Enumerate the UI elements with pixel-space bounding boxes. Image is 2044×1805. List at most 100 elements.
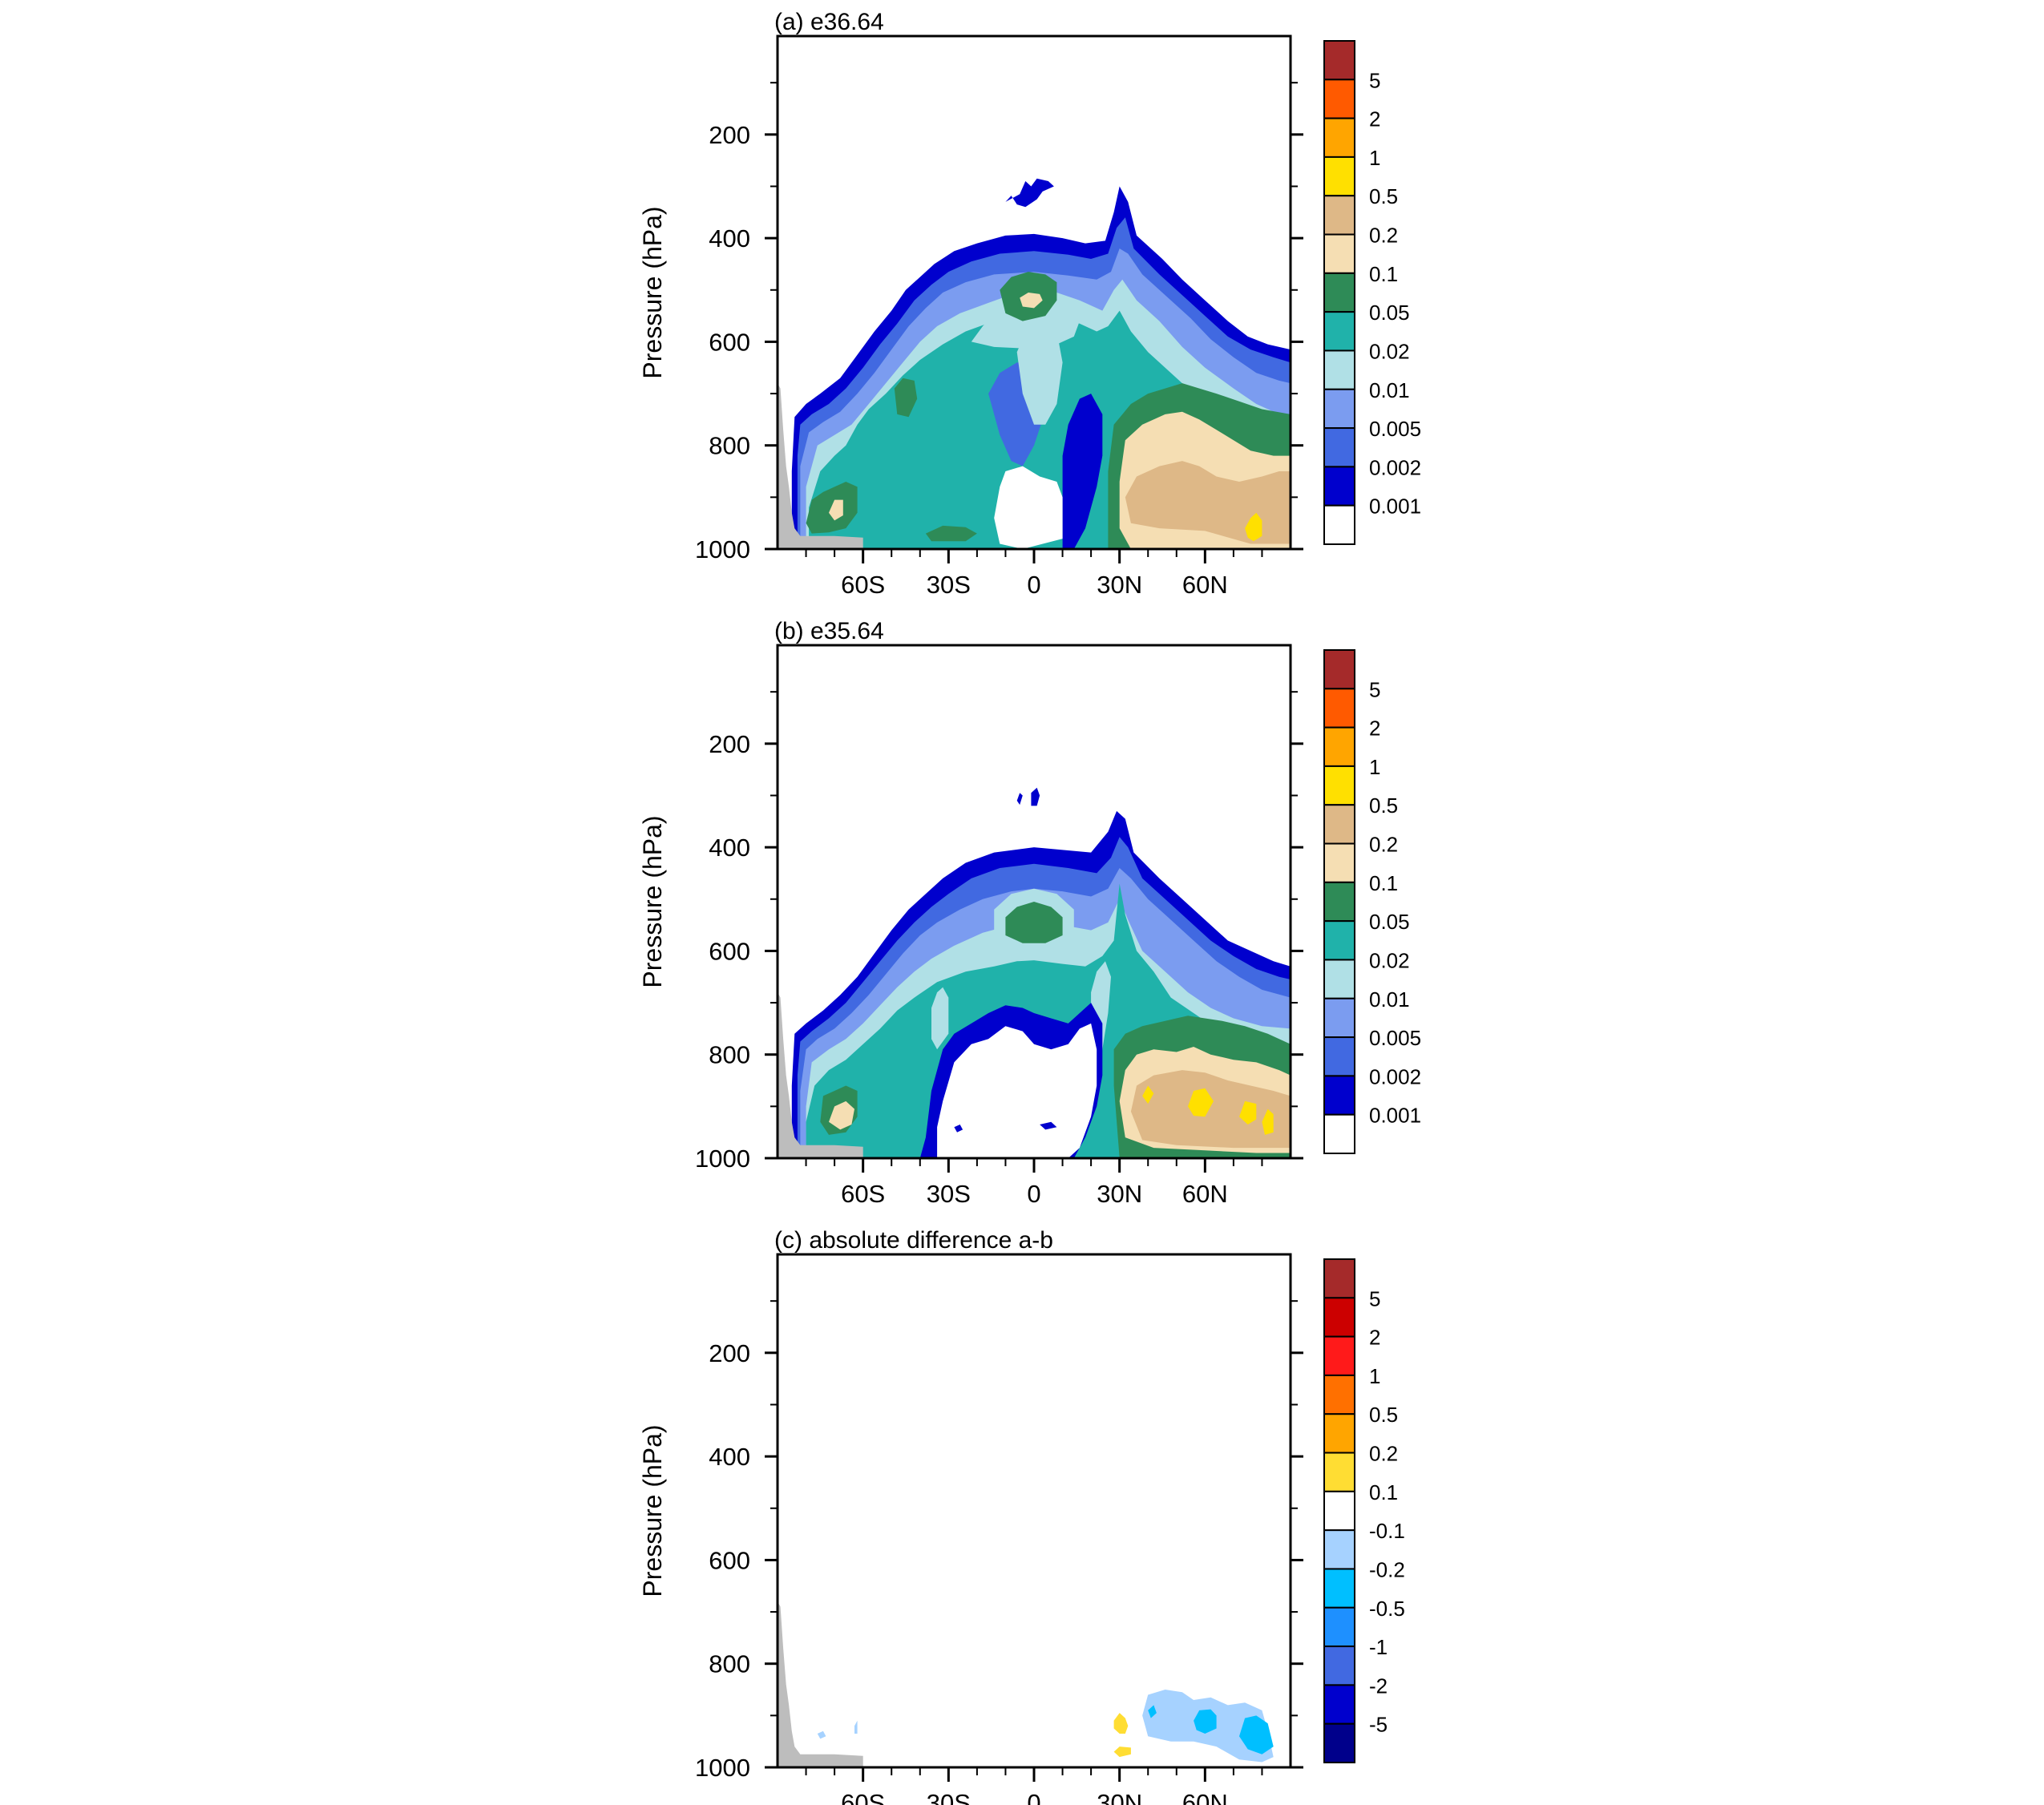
- colorbar-label: 2: [1369, 717, 1380, 741]
- colorbar-box: [1323, 272, 1355, 313]
- colorbar-box: [1323, 1529, 1355, 1570]
- colorbar-label: 0.001: [1369, 495, 1421, 519]
- plot-frame: [776, 1253, 1292, 1769]
- colorbar-box: [1323, 40, 1355, 81]
- colorbar-label: -5: [1369, 1713, 1388, 1737]
- y-axis-label: Pressure (hPa): [638, 1424, 667, 1597]
- colorbar-box: [1323, 765, 1355, 806]
- contour-region: [1245, 512, 1262, 542]
- colorbar-label: -0.5: [1369, 1597, 1405, 1621]
- topography-mask: [778, 992, 863, 1158]
- panel-title: (a) e36.64: [774, 9, 884, 35]
- x-tick-label: 60S: [841, 1789, 885, 1805]
- contour-region: [1113, 1746, 1131, 1758]
- colorbar-label: 0.02: [1369, 948, 1410, 972]
- colorbar-box: [1323, 311, 1355, 352]
- colorbar-label: 0.5: [1369, 1403, 1398, 1427]
- y-tick-label: 600: [709, 328, 750, 356]
- contour-region: [1020, 293, 1043, 309]
- colorbar-label: 2: [1369, 107, 1380, 131]
- colorbar-box: [1323, 804, 1355, 845]
- y-tick-label: 800: [709, 1650, 750, 1678]
- colorbar-box: [1323, 1075, 1355, 1116]
- y-tick-label: 200: [709, 1339, 750, 1367]
- colorbar-box: [1323, 79, 1355, 119]
- colorbar-label: 2: [1369, 1326, 1380, 1350]
- contour-region: [1040, 1121, 1057, 1130]
- y-axis-label: Pressure (hPa): [638, 815, 667, 987]
- contour-region: [994, 466, 1063, 549]
- x-tick-label: 60N: [1182, 1789, 1228, 1805]
- colorbar-box: [1323, 427, 1355, 468]
- contour-region: [925, 525, 977, 542]
- colorbar-box: [1323, 1335, 1355, 1376]
- y-tick-label: 800: [709, 432, 750, 460]
- contour-region: [894, 378, 918, 418]
- colorbar-label: -0.1: [1369, 1519, 1405, 1543]
- topography-mask: [778, 1601, 863, 1767]
- x-tick-label: 30S: [927, 1789, 971, 1805]
- colorbar-box: [1323, 1722, 1355, 1764]
- contour-region: [954, 1125, 963, 1133]
- colorbar-label: 1: [1369, 146, 1380, 170]
- colorbar-label: 0.005: [1369, 417, 1421, 441]
- colorbar-box: [1323, 920, 1355, 961]
- contour-region: [1188, 1088, 1214, 1117]
- colorbar-box: [1323, 1490, 1355, 1532]
- colorbar-label: 0.05: [1369, 301, 1410, 325]
- colorbar-box: [1323, 233, 1355, 274]
- contour-region: [931, 987, 949, 1050]
- y-tick-label: 1000: [695, 1754, 750, 1782]
- colorbar: 5 2 1 0.5 0.2 0.1 0.05 0.02 0.01 0.005 0.002 0.001: [1323, 40, 1421, 546]
- x-tick-label: 30N: [1097, 1180, 1142, 1208]
- colorbar-label: 0.2: [1369, 1442, 1398, 1466]
- contour-region: [854, 1720, 858, 1734]
- x-tick-label: 30S: [927, 1180, 971, 1208]
- y-tick-label: 200: [709, 121, 750, 149]
- contour-field: [778, 178, 1291, 549]
- colorbar-label: 0.01: [1369, 378, 1410, 402]
- contour-region: [1130, 1070, 1291, 1149]
- colorbar-box: [1323, 1684, 1355, 1725]
- y-axis-label: Pressure (hPa): [638, 206, 667, 378]
- colorbar-box: [1323, 1036, 1355, 1077]
- y-tick-label: 400: [709, 1443, 750, 1471]
- colorbar-box: [1323, 959, 1355, 999]
- colorbar-box: [1323, 466, 1355, 507]
- colorbar-box: [1323, 688, 1355, 729]
- colorbar-label: 0.01: [1369, 987, 1410, 1012]
- colorbar-label: 1: [1369, 755, 1380, 779]
- colorbar-label: 0.005: [1369, 1026, 1421, 1050]
- contour-region: [1148, 1705, 1157, 1718]
- colorbar: 5 2 1 0.5 0.2 0.1 0.05 0.02 0.01 0.005 0.002 0.001: [1323, 649, 1421, 1154]
- colorbar-box: [1323, 1645, 1355, 1686]
- colorbar-label: 0.05: [1369, 910, 1410, 934]
- colorbar-box: [1323, 726, 1355, 767]
- x-tick-label: 60S: [841, 1180, 885, 1208]
- colorbar-label: 5: [1369, 68, 1380, 92]
- x-tick-label: 60S: [841, 571, 885, 599]
- colorbar-label: 0.5: [1369, 793, 1398, 818]
- colorbar-box: [1323, 388, 1355, 430]
- colorbar-box: [1323, 117, 1355, 158]
- colorbar-box: [1323, 649, 1355, 690]
- colorbar-label: 5: [1369, 1286, 1380, 1310]
- colorbar-label: 1: [1369, 1364, 1380, 1388]
- y-tick-label: 600: [709, 937, 750, 965]
- y-tick-label: 1000: [695, 535, 750, 563]
- colorbar-label: -1: [1369, 1635, 1388, 1659]
- y-tick-label: 800: [709, 1041, 750, 1069]
- colorbar-box: [1323, 349, 1355, 390]
- x-tick-label: 30S: [927, 571, 971, 599]
- contour-region: [829, 499, 843, 521]
- topography-mask: [778, 383, 863, 549]
- contour-region: [937, 1023, 1097, 1158]
- colorbar: 5 2 1 0.5 0.2 0.1 -0.1 -0.2 -0.5 -1 -2 -5: [1323, 1258, 1405, 1764]
- x-tick-label: 0: [1027, 1789, 1040, 1805]
- y-tick-label: 600: [709, 1546, 750, 1574]
- y-tick-label: 400: [709, 834, 750, 862]
- x-tick-label: 60N: [1182, 571, 1228, 599]
- colorbar-label: 0.5: [1369, 184, 1398, 208]
- colorbar-box: [1323, 1374, 1355, 1415]
- contour-field: [778, 1601, 1274, 1767]
